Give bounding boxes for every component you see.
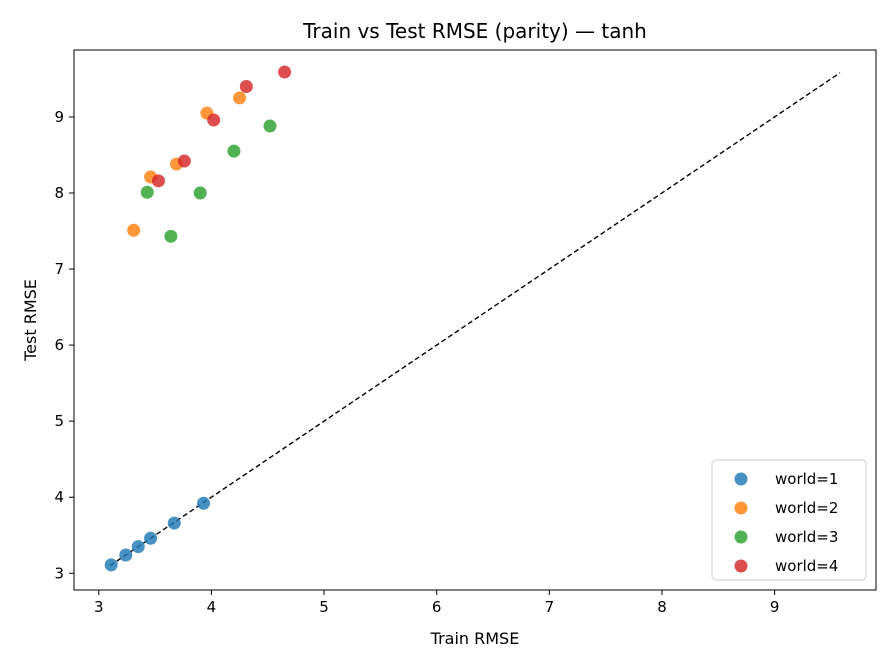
plot-frame bbox=[73, 49, 877, 591]
x-axis-label: Train RMSE bbox=[430, 629, 520, 648]
y-axis: 3 4 5 6 7 8 9 bbox=[54, 108, 74, 582]
legend: world=1 world=2 world=3 world=4 bbox=[711, 459, 867, 581]
parity-reference-line bbox=[109, 72, 841, 567]
data-point-world-3 bbox=[140, 185, 154, 199]
x-tick-label: 5 bbox=[319, 598, 329, 616]
data-point-world-4 bbox=[278, 65, 292, 79]
legend-marker bbox=[734, 472, 748, 486]
data-point-world-1 bbox=[167, 516, 181, 530]
y-tick-label: 5 bbox=[54, 412, 64, 430]
x-tick-label: 9 bbox=[770, 598, 780, 616]
legend-box bbox=[711, 459, 867, 581]
x-tick-label: 3 bbox=[94, 598, 104, 616]
y-tick-label: 3 bbox=[54, 564, 64, 582]
data-point-world-4 bbox=[177, 154, 191, 168]
y-tick-label: 9 bbox=[54, 108, 64, 126]
data-point-world-4 bbox=[151, 174, 165, 188]
y-tick-label: 6 bbox=[54, 336, 64, 354]
data-point-world-1 bbox=[119, 548, 133, 562]
legend-marker bbox=[734, 530, 748, 544]
data-points bbox=[104, 65, 292, 572]
data-point-world-4 bbox=[207, 113, 221, 127]
legend-label: world=4 bbox=[775, 557, 838, 575]
legend-marker bbox=[734, 501, 748, 515]
y-axis-label: Test RMSE bbox=[21, 279, 40, 362]
chart-title: Train vs Test RMSE (parity) — tanh bbox=[302, 19, 647, 43]
data-point-world-1 bbox=[131, 540, 145, 554]
data-point-world-3 bbox=[193, 186, 207, 200]
data-point-world-2 bbox=[127, 223, 141, 237]
y-tick-label: 4 bbox=[54, 488, 64, 506]
legend-marker bbox=[734, 559, 748, 573]
data-point-world-3 bbox=[263, 119, 277, 133]
data-point-world-1 bbox=[104, 558, 118, 572]
x-axis: 3 4 5 6 7 8 9 bbox=[94, 590, 779, 616]
legend-label: world=2 bbox=[775, 499, 838, 517]
y-tick-label: 8 bbox=[54, 184, 64, 202]
x-tick-label: 8 bbox=[657, 598, 667, 616]
data-point-world-1 bbox=[144, 531, 158, 545]
data-point-world-2 bbox=[233, 91, 247, 105]
x-tick-label: 4 bbox=[207, 598, 217, 616]
data-point-world-3 bbox=[227, 144, 241, 158]
x-tick-label: 7 bbox=[545, 598, 555, 616]
data-point-world-3 bbox=[164, 229, 178, 243]
y-tick-label: 7 bbox=[54, 260, 64, 278]
data-point-world-4 bbox=[239, 80, 253, 94]
x-tick-label: 6 bbox=[432, 598, 442, 616]
legend-label: world=1 bbox=[775, 470, 838, 488]
legend-label: world=3 bbox=[775, 528, 838, 546]
data-point-world-1 bbox=[197, 496, 211, 510]
